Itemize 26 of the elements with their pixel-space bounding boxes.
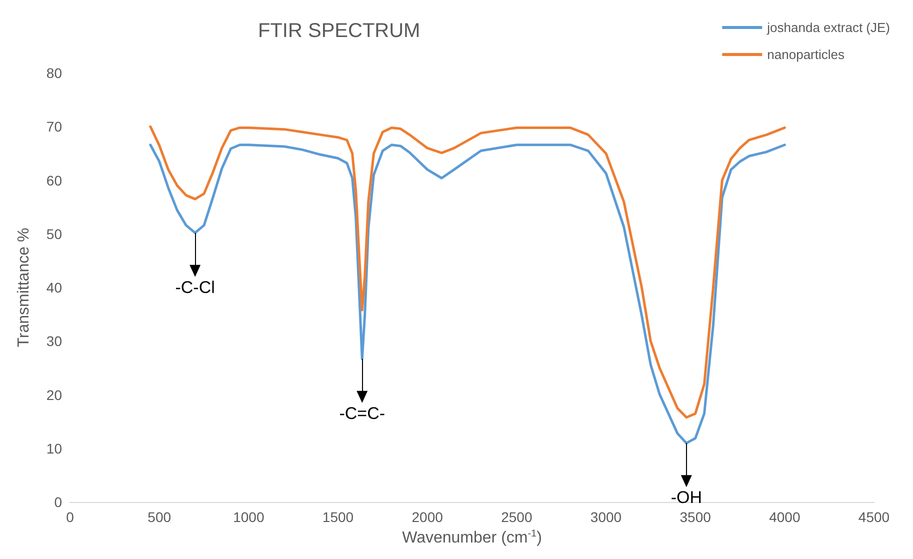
x-tick-label: 1000 (233, 509, 264, 526)
y-tick-label: 70 (46, 118, 62, 135)
y-tick-label: 40 (46, 280, 62, 296)
x-tick-label: 4000 (769, 509, 800, 526)
x-tick-label: 3000 (590, 509, 622, 526)
legend-label: nanoparticles (767, 47, 845, 62)
y-tick-label: 30 (46, 333, 62, 350)
chart-title: FTIR SPECTRUM (258, 20, 420, 42)
y-tick-label: 0 (54, 494, 62, 510)
y-tick-label: 50 (46, 226, 62, 242)
x-tick-label: 0 (66, 509, 74, 526)
x-tick-label: 500 (148, 509, 172, 526)
x-tick-label: 4500 (858, 509, 890, 526)
annotation: -C=C- (339, 404, 386, 423)
annotation: -OH (670, 488, 702, 508)
y-tick-label: 80 (46, 65, 62, 81)
x-tick-label: 3500 (680, 509, 712, 526)
y-tick-label: 10 (46, 440, 62, 456)
annotation: -C-Cl (175, 278, 215, 297)
y-tick-label: 60 (46, 172, 62, 188)
legend-label: joshanda extract (JE) (766, 20, 890, 35)
x-tick-label: 2000 (412, 509, 444, 526)
y-tick-label: 20 (46, 386, 62, 403)
x-tick-label: 2500 (501, 509, 532, 526)
x-tick-label: 1500 (322, 509, 354, 526)
y-axis-title: Transmittance % (16, 228, 32, 348)
